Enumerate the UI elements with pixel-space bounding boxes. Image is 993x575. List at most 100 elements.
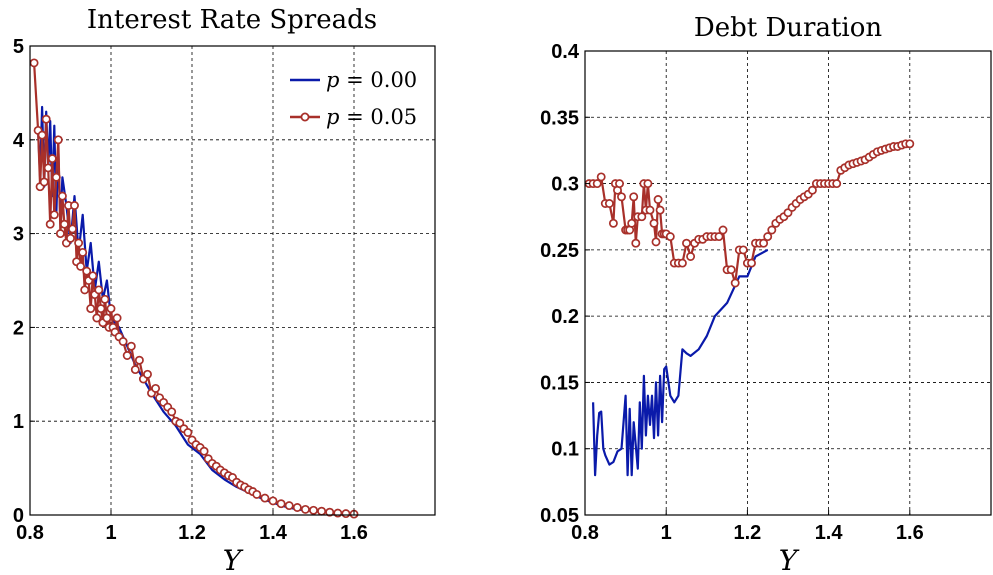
spreads-data-point — [102, 313, 112, 323]
duration-data-point — [738, 245, 748, 255]
legend-marker-p005 — [300, 112, 310, 122]
duration-y-tick-label: 0.05 — [540, 505, 579, 527]
duration-chart: Debt Duration 0.8 1 1.2 1.4 1.60.050.10.150.… — [540, 13, 992, 575]
spreads-x-tick-label: 1.4 — [259, 522, 288, 544]
spreads-data-point — [118, 337, 128, 346]
duration-x-tick-label: 1.6 — [896, 522, 924, 544]
spreads-x-tick-label: 1 — [105, 522, 116, 544]
spreads-data-point — [292, 503, 302, 512]
duration-x-tick-label: 0.8 — [571, 522, 599, 544]
spreads-series — [29, 58, 359, 519]
spreads-data-point — [70, 201, 79, 210]
spreads-ticks: 0.8 1 1.2 1.4 1.6 0 1 2 3 4 5 — [13, 36, 368, 544]
duration-data-point — [730, 278, 740, 288]
spreads-data-point — [43, 163, 53, 173]
spreads-y-tick-label: 1 — [13, 411, 24, 433]
spreads-data-point — [134, 355, 144, 365]
duration-data-point — [763, 232, 773, 242]
duration-x-tick-label: 1.4 — [815, 522, 844, 544]
spreads-data-point — [268, 496, 278, 506]
spreads-x-tick-label: 1.2 — [178, 522, 206, 544]
duration-data-point — [767, 225, 777, 235]
spreads-data-point — [199, 446, 209, 456]
duration-y-tick-label: 0.1 — [551, 439, 579, 461]
duration-data-point — [677, 258, 687, 268]
spreads-grid — [30, 46, 435, 515]
duration-data-point — [655, 205, 665, 215]
spreads-data-point — [325, 507, 335, 517]
spreads-data-point — [100, 294, 110, 304]
duration-data-point — [617, 192, 626, 202]
duration-data-point — [649, 218, 659, 228]
spreads-data-point — [126, 341, 136, 351]
spreads-x-tick-label: 0.8 — [16, 522, 44, 544]
duration-data-point — [627, 218, 637, 228]
spreads-data-point — [68, 224, 77, 234]
duration-data-point — [637, 212, 647, 222]
spreads-data-point — [300, 504, 310, 514]
spreads-data-point — [106, 304, 116, 314]
spreads-data-point — [51, 172, 61, 182]
duration-grid — [585, 51, 991, 515]
spreads-x-axis-label: Y — [223, 544, 244, 575]
spreads-data-point — [183, 428, 193, 437]
spreads-y-tick-label: 4 — [13, 130, 25, 152]
spreads-data-point — [333, 508, 343, 518]
spreads-data-point — [151, 383, 161, 393]
spreads-data-point — [39, 177, 49, 187]
spreads-data-point — [284, 501, 294, 511]
spreads-data-point — [45, 219, 55, 229]
duration-data-point — [807, 185, 817, 195]
duration-y-tick-label: 0.2 — [551, 306, 579, 328]
duration-ticks: 0.8 1 1.2 1.4 1.6 0.05 0.1 0.15 0.2 0.25 0.3 0.35 0.… — [540, 41, 924, 544]
spreads-data-point — [122, 351, 132, 360]
spreads-data-point — [167, 407, 177, 417]
duration-data-point — [596, 172, 606, 182]
spreads-data-point — [260, 493, 270, 503]
duration-data-point — [682, 238, 691, 248]
spreads-data-point — [341, 509, 351, 519]
spreads-data-point — [92, 313, 102, 323]
duration-data-point — [629, 192, 639, 202]
duration-y-tick-label: 0.15 — [540, 372, 579, 394]
spreads-data-point — [82, 266, 92, 276]
spreads-y-tick-label: 5 — [13, 36, 24, 58]
duration-series-line-p-0-00 — [592, 248, 769, 477]
spreads-data-point — [252, 489, 262, 499]
spreads-data-point — [80, 285, 90, 295]
spreads-data-point — [53, 135, 63, 145]
spreads-data-point — [55, 229, 65, 239]
spreads-data-point — [76, 261, 86, 271]
legend-label-p005: p = 0.05 — [326, 105, 417, 129]
spreads-data-point — [59, 219, 69, 229]
duration-series — [584, 139, 915, 477]
duration-data-point — [726, 265, 736, 275]
spreads-data-point — [49, 210, 59, 220]
spreads-y-tick-label: 3 — [13, 224, 24, 246]
duration-data-point — [832, 179, 842, 189]
duration-data-point — [615, 179, 624, 189]
spreads-data-point — [112, 313, 122, 323]
duration-title: Debt Duration — [694, 13, 883, 43]
duration-x-tick-label: 1 — [661, 522, 672, 544]
duration-data-point — [665, 232, 675, 242]
spreads-y-tick-label: 2 — [13, 317, 24, 339]
spreads-y-tick-label: 0 — [13, 505, 24, 527]
duration-data-point — [747, 258, 756, 268]
spreads-data-point — [57, 191, 67, 201]
spreads-data-point — [86, 304, 96, 314]
spreads-data-point — [309, 505, 318, 515]
spreads-data-point — [37, 130, 47, 140]
spreads-series-line-p-0-00 — [37, 105, 355, 516]
spreads-legend: p = 0.00 p = 0.05 — [290, 68, 417, 129]
duration-y-tick-label: 0.25 — [540, 240, 579, 262]
duration-data-point — [631, 238, 641, 248]
duration-plot-frame — [584, 50, 992, 516]
spreads-data-point — [41, 114, 51, 124]
duration-data-point — [608, 218, 618, 228]
duration-data-point — [592, 179, 602, 189]
spreads-data-point — [29, 58, 39, 68]
spreads-data-point — [88, 271, 98, 281]
spreads-data-point — [96, 304, 106, 314]
